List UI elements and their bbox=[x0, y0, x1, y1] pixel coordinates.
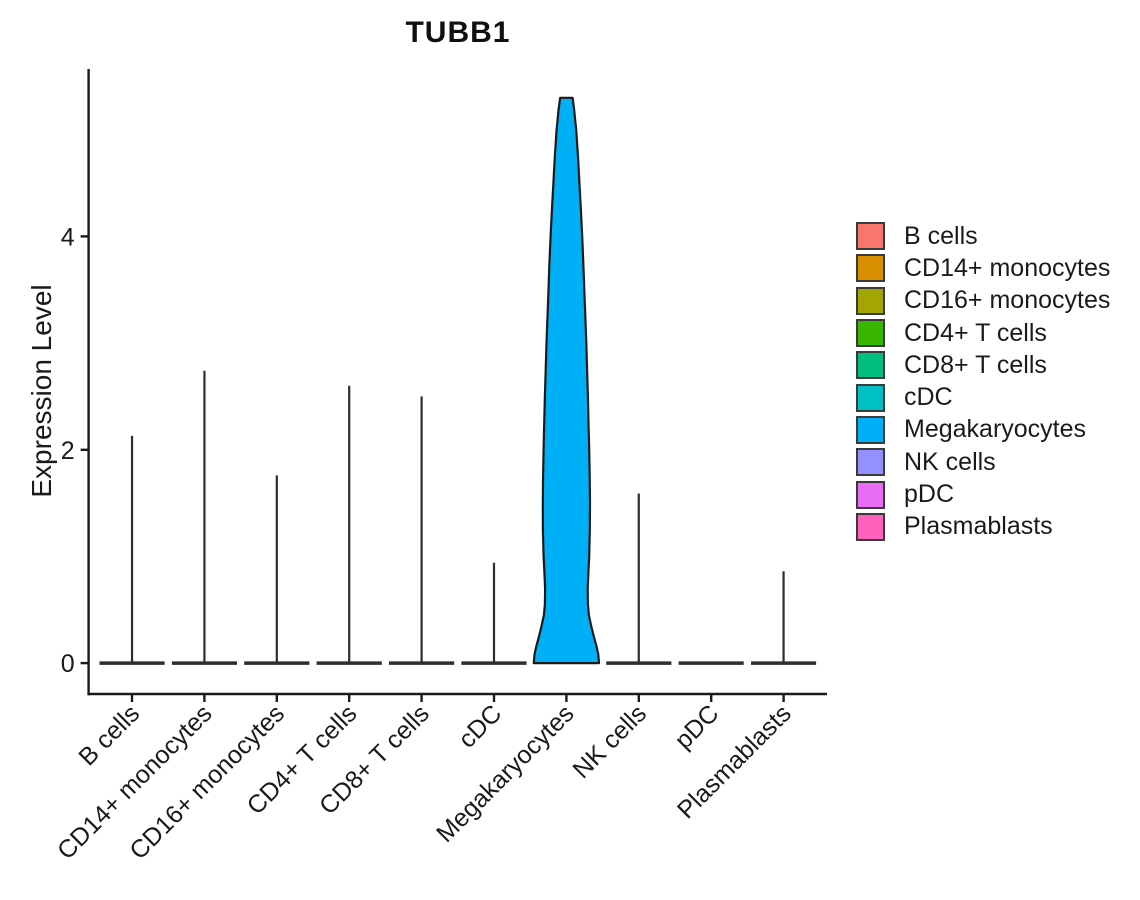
legend-key-swatch bbox=[856, 448, 885, 477]
legend-key-swatch bbox=[856, 286, 885, 315]
legend-item-label: B cells bbox=[904, 221, 978, 250]
chart-title: TUBB1 bbox=[405, 16, 511, 49]
legend-item-label: NK cells bbox=[904, 447, 996, 476]
legend-key-swatch bbox=[856, 222, 885, 251]
legend-key-swatch bbox=[856, 319, 885, 348]
legend-key-swatch bbox=[856, 351, 885, 380]
legend-item-cd16-monocytes: CD16+ monocytes bbox=[856, 286, 1111, 315]
violin-plasmablasts bbox=[751, 571, 817, 665]
legend-item-label: CD4+ T cells bbox=[904, 318, 1047, 347]
legend-item-megakaryocytes: Megakaryocytes bbox=[856, 415, 1110, 444]
legend-item-label: Megakaryocytes bbox=[904, 415, 1087, 444]
legend: B cells CD14+ monocytes CD16+ monocytes CD4… bbox=[856, 222, 1110, 541]
violin-shape bbox=[532, 96, 601, 665]
legend-key-swatch bbox=[856, 415, 885, 444]
y-tick-label: 0 bbox=[61, 650, 75, 678]
violin-cd16-monocytes bbox=[244, 475, 310, 665]
legend-item-cd8-t-cells: CD8+ T cells bbox=[856, 350, 1110, 380]
x-tick-label: pDC bbox=[669, 699, 724, 754]
legend-item-nk-cells: NK cells bbox=[856, 447, 1110, 477]
legend-item-pdc: pDC bbox=[856, 480, 1110, 509]
legend-item-cd14-monocytes: CD14+ monocytes bbox=[856, 253, 1111, 283]
legend-item-plasmablasts: Plasmablasts bbox=[856, 512, 1110, 541]
legend-item-cdc: cDC bbox=[856, 383, 1110, 412]
violin-cd8-t-cells bbox=[389, 396, 455, 665]
legend-key-swatch bbox=[856, 512, 885, 541]
legend-key-swatch bbox=[856, 383, 885, 412]
x-tick-label: B cells bbox=[73, 699, 145, 771]
violin-megakaryocytes bbox=[532, 96, 601, 665]
legend-item-cd4-t-cells: CD4+ T cells bbox=[856, 318, 1110, 348]
violin-cd14-monocytes bbox=[171, 370, 237, 665]
legend-key-swatch bbox=[856, 480, 885, 509]
violin-cdc bbox=[461, 562, 527, 665]
legend-item-label: pDC bbox=[904, 480, 955, 509]
y-tick-label: 2 bbox=[61, 437, 75, 465]
legend-item-label: CD14+ monocytes bbox=[904, 253, 1111, 282]
violin-cd4-t-cells bbox=[316, 385, 382, 665]
legend-item-label: CD16+ monocytes bbox=[904, 286, 1111, 315]
legend-key-swatch bbox=[856, 254, 885, 283]
x-tick-label: NK cells bbox=[567, 699, 652, 784]
x-tick-label: Megakaryocytes bbox=[431, 699, 580, 848]
legend-item-b-cells: B cells bbox=[856, 221, 1110, 251]
legend-item-label: CD8+ T cells bbox=[904, 350, 1047, 379]
violin-b-cells bbox=[99, 435, 165, 665]
y-tick-label: 4 bbox=[61, 223, 75, 251]
legend-item-label: Plasmablasts bbox=[904, 512, 1053, 541]
legend-item-label: cDC bbox=[904, 383, 953, 412]
x-tick-label: cDC bbox=[453, 699, 507, 753]
violins bbox=[99, 96, 817, 665]
violin-nk-cells bbox=[606, 493, 672, 665]
